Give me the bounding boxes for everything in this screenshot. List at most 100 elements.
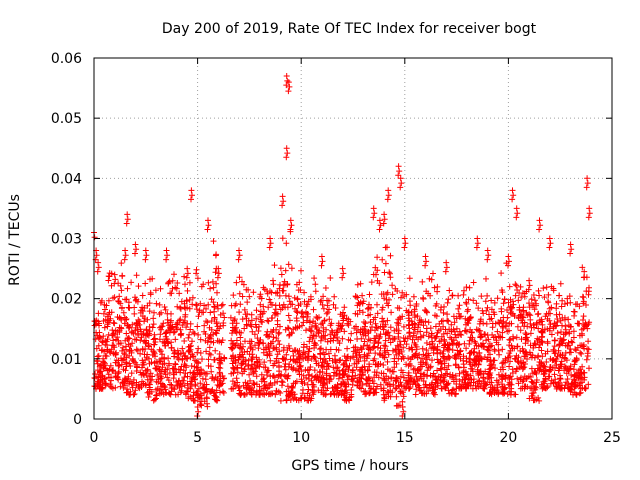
- data-point: [531, 306, 538, 313]
- data-point: [299, 308, 306, 315]
- data-point: [513, 205, 520, 212]
- data-point: [520, 359, 527, 366]
- data-point: [394, 319, 401, 326]
- data-point: [380, 220, 387, 227]
- data-point: [285, 79, 292, 86]
- data-point: [156, 336, 163, 343]
- data-point: [102, 352, 109, 359]
- data-point: [247, 345, 254, 352]
- data-point: [288, 384, 295, 391]
- data-point: [532, 297, 538, 304]
- data-point: [216, 359, 223, 366]
- data-point: [158, 389, 165, 396]
- data-point: [220, 375, 227, 382]
- data-point: [345, 336, 352, 343]
- data-point: [541, 294, 548, 301]
- data-point: [457, 347, 464, 354]
- data-point: [237, 334, 244, 341]
- data-point: [385, 187, 392, 194]
- data-point: [423, 340, 430, 346]
- data-point: [331, 352, 338, 359]
- data-point: [467, 334, 474, 341]
- data-point: [190, 353, 197, 360]
- data-point: [446, 341, 453, 348]
- data-point: [400, 393, 407, 400]
- chart-title: Day 200 of 2019, Rate Of TEC Index for r…: [162, 21, 537, 37]
- data-point: [341, 304, 348, 311]
- data-point: [330, 301, 337, 308]
- data-point: [169, 277, 176, 284]
- data-point: [204, 226, 211, 233]
- data-point: [359, 292, 366, 299]
- data-point: [517, 327, 524, 334]
- data-point: [334, 364, 341, 371]
- data-point: [539, 327, 546, 334]
- data-point: [456, 341, 463, 348]
- data-point: [406, 378, 413, 385]
- data-point: [403, 384, 410, 391]
- data-point: [195, 408, 202, 415]
- data-point: [181, 361, 188, 368]
- data-point: [363, 390, 370, 397]
- x-axis-label: GPS time / hours: [291, 458, 408, 474]
- data-point: [377, 345, 384, 352]
- data-point: [557, 376, 564, 382]
- data-point: [480, 374, 487, 381]
- data-point: [464, 381, 471, 388]
- data-point: [291, 294, 298, 301]
- data-point: [236, 387, 243, 394]
- data-point: [236, 344, 243, 351]
- data-point: [548, 331, 555, 338]
- data-point: [204, 370, 211, 377]
- data-point: [208, 368, 215, 375]
- data-point: [108, 374, 114, 381]
- data-point: [443, 264, 450, 271]
- data-point: [499, 376, 506, 383]
- data-point: [209, 278, 216, 285]
- data-point: [181, 273, 188, 280]
- data-point: [122, 367, 129, 374]
- data-point: [107, 315, 114, 322]
- data-point: [193, 302, 200, 309]
- data-point: [95, 352, 102, 359]
- data-point: [285, 325, 292, 332]
- data-point: [488, 297, 495, 304]
- data-point: [405, 308, 412, 315]
- data-point: [384, 366, 391, 373]
- data-point: [181, 374, 188, 381]
- data-point: [282, 360, 289, 367]
- data-point: [124, 216, 131, 223]
- data-point: [241, 325, 248, 332]
- data-point: [152, 287, 159, 294]
- data-point: [326, 316, 333, 323]
- data-point: [455, 364, 462, 370]
- data-point: [509, 196, 516, 203]
- x-tick-label: 25: [603, 430, 621, 446]
- data-point: [309, 387, 316, 394]
- data-point: [287, 226, 294, 233]
- data-point: [168, 326, 175, 333]
- data-point: [538, 338, 545, 345]
- data-point: [242, 311, 249, 318]
- data-point: [539, 385, 546, 392]
- data-point: [314, 315, 321, 322]
- data-point: [232, 359, 239, 366]
- data-point: [257, 391, 263, 398]
- data-point: [174, 382, 181, 389]
- data-point: [212, 393, 219, 400]
- data-point: [159, 323, 166, 330]
- data-point: [360, 298, 367, 305]
- data-point: [578, 342, 585, 349]
- data-point: [122, 247, 129, 254]
- data-point: [277, 306, 284, 313]
- data-point: [431, 284, 438, 291]
- data-point: [466, 350, 473, 357]
- data-point: [122, 252, 129, 259]
- data-point: [207, 351, 214, 358]
- data-point: [455, 305, 462, 312]
- data-point: [284, 324, 291, 331]
- data-point: [513, 282, 520, 289]
- data-point: [146, 381, 153, 388]
- data-point: [139, 346, 146, 353]
- data-point: [543, 284, 550, 291]
